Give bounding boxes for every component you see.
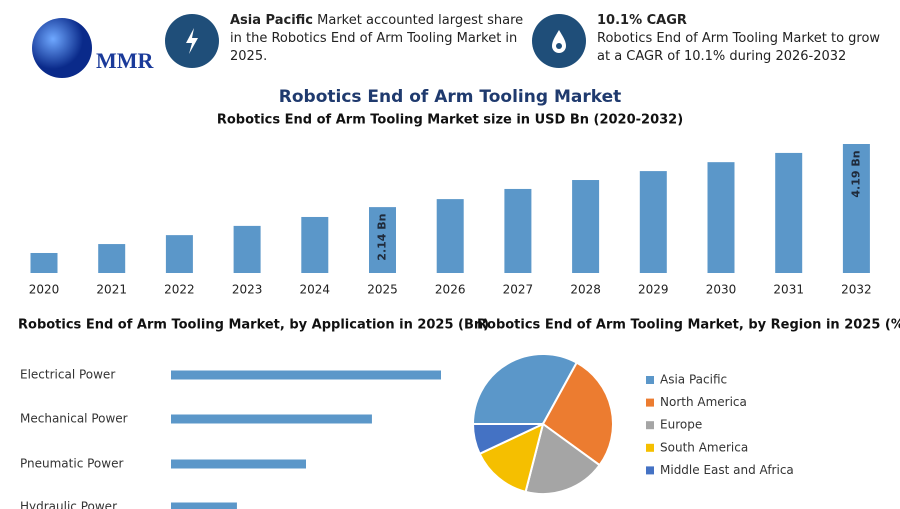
- legend-swatch: [646, 466, 654, 475]
- bar: [171, 502, 237, 509]
- pie-slice: [471, 353, 579, 425]
- info-body: Market accounted largest share in the Ro…: [230, 13, 524, 64]
- legend-label: Middle East and Africa: [660, 463, 794, 477]
- pie-slice: [541, 361, 614, 467]
- x-tick-label: 2023: [232, 283, 263, 297]
- bar: [165, 235, 193, 273]
- bar: [233, 225, 261, 273]
- info-text: Asia Pacific Market accounted largest sh…: [230, 12, 525, 66]
- chart-title: Robotics End of Arm Tooling Market, by A…: [18, 318, 489, 333]
- bar: [301, 216, 329, 273]
- bar: [30, 252, 58, 273]
- logo: MMR: [96, 48, 155, 73]
- bar: [436, 199, 464, 273]
- x-tick-label: 2032: [841, 283, 872, 297]
- legend-label: South America: [660, 440, 748, 454]
- pie-slice: [471, 423, 544, 456]
- x-tick-label: 2020: [29, 283, 60, 297]
- info-body: Robotics End of Arm Tooling Market to gr…: [597, 31, 881, 64]
- legend-swatch: [646, 376, 654, 384]
- bar: [171, 459, 306, 469]
- y-tick-label: Hydraulic Power: [20, 500, 117, 509]
- legend-swatch: [646, 443, 654, 452]
- icon: [532, 14, 586, 68]
- legend-label: Europe: [660, 418, 702, 432]
- bar: [639, 171, 667, 273]
- icon: [165, 14, 219, 68]
- y-tick-label: Mechanical Power: [20, 412, 128, 426]
- x-tick-label: 2029: [638, 283, 669, 297]
- value-label: 4.19 Bn: [849, 150, 862, 197]
- x-tick-label: 2021: [96, 283, 127, 297]
- x-tick-label: 2026: [435, 283, 466, 297]
- info-bold: Asia Pacific: [230, 13, 314, 28]
- x-tick-label: 2024: [300, 283, 331, 297]
- x-tick-label: 2031: [773, 283, 804, 297]
- legend-label: North America: [660, 395, 747, 409]
- bar: [98, 244, 126, 273]
- bar: [171, 370, 441, 380]
- chart-title: Robotics End of Arm Tooling Market: [279, 87, 621, 107]
- y-tick-label: Pneumatic Power: [20, 457, 123, 471]
- bar: [775, 152, 803, 273]
- chart-subtitle: Robotics End of Arm Tooling Market size …: [217, 113, 683, 128]
- bar: [504, 188, 532, 273]
- logo-globe: [32, 18, 92, 78]
- bar: [369, 207, 396, 273]
- bar: [572, 180, 600, 273]
- legend-label: Asia Pacific: [660, 373, 727, 387]
- x-tick-label: 2028: [570, 283, 601, 297]
- legend-swatch: [646, 421, 654, 430]
- x-tick-label: 2030: [706, 283, 737, 297]
- pie-slice: [478, 422, 545, 494]
- legend-swatch: [646, 398, 654, 407]
- info-bold: 10.1% CAGR: [597, 13, 687, 28]
- x-tick-label: 2022: [164, 283, 195, 297]
- pie-slice: [524, 422, 602, 495]
- bar: [707, 162, 735, 273]
- bar: [171, 414, 372, 424]
- value-label: 2.14 Bn: [376, 214, 389, 261]
- chart-title: Robotics End of Arm Tooling Market, by R…: [477, 318, 900, 333]
- info-text: 10.1% CAGR Robotics End of Arm Tooling Ma…: [597, 12, 887, 66]
- x-tick-label: 2027: [503, 283, 534, 297]
- bar: [842, 144, 870, 273]
- x-tick-label: 2025: [367, 283, 398, 297]
- y-tick-label: Electrical Power: [20, 368, 115, 382]
